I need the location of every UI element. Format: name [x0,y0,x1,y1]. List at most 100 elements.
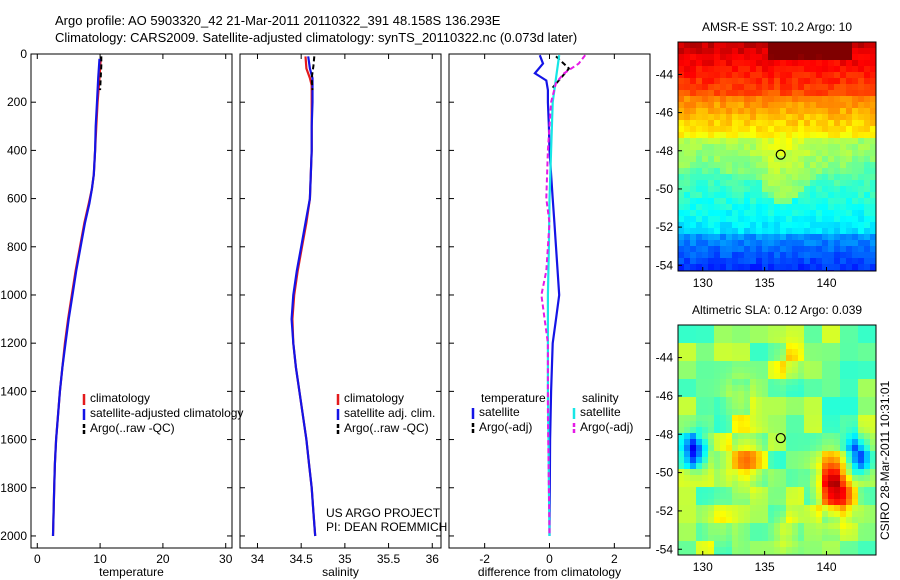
heatmap-cell [858,210,865,217]
heatmap-cell [828,222,835,229]
heatmap-cell [834,48,841,55]
heatmap-cell [828,240,835,247]
heatmap-cell [852,42,859,49]
heatmap-cell [768,517,775,524]
heatmap-cell [852,60,859,67]
heatmap-cell [810,349,817,356]
heatmap-cell [756,457,763,464]
heatmap-cell [786,198,793,205]
heatmap-cell [702,264,709,271]
heatmap-cell [744,168,751,175]
heatmap-cell [690,325,697,332]
heatmap-cell [870,222,877,229]
heatmap-cell [702,439,709,446]
heatmap-cell [864,427,871,434]
heatmap-cell [792,186,799,193]
heatmap-cell [750,258,757,265]
heatmap-cell [828,475,835,482]
heatmap-cell [816,391,823,398]
heatmap-cell [780,445,787,452]
heatmap-cell [774,78,781,85]
heatmap-cell [780,264,787,271]
heatmap-cell [720,264,727,271]
heatmap-cell [720,186,727,193]
heatmap-cell [738,108,745,115]
heatmap-cell [804,511,811,518]
heatmap-cell [708,367,715,374]
heatmap-cell [780,132,787,139]
heatmap-cell [726,505,733,512]
heatmap-cell [738,246,745,253]
heatmap-cell [870,535,877,542]
heatmap-cell [762,96,769,103]
heatmap-cell [864,246,871,253]
heatmap-cell [792,258,799,265]
heatmap-cell [846,102,853,109]
heatmap-cell [870,427,877,434]
heatmap-cell [840,325,847,332]
heatmap-cell [762,403,769,410]
heatmap-cell [870,78,877,85]
heatmap-cell [732,349,739,356]
heatmap-cell [816,535,823,542]
heatmap-cell [768,138,775,145]
heatmap-cell [702,84,709,91]
heatmap-cell [720,421,727,428]
heatmap-cell [744,523,751,530]
heatmap-cell [780,391,787,398]
heatmap-cell [846,475,853,482]
heatmap-cell [762,367,769,374]
heatmap-cell [852,445,859,452]
heatmap-cell [762,54,769,61]
legend-label: Argo(..raw -QC) [344,421,429,435]
heatmap-cell [858,487,865,494]
heatmap-cell [738,367,745,374]
heatmap-cell [732,96,739,103]
heatmap-cell [732,469,739,476]
heatmap-cell [750,547,757,554]
heatmap-cell [750,553,757,556]
heatmap-cell [858,421,865,428]
heatmap-cell [798,361,805,368]
heatmap-cell [846,90,853,97]
legend-label: satellite [580,405,621,419]
heatmap-cell [714,42,721,49]
heatmap-cell [858,174,865,181]
heatmap-cell [828,228,835,235]
heatmap-cell [708,535,715,542]
heatmap-cell [738,397,745,404]
heatmap-cell [774,541,781,548]
heatmap-cell [840,403,847,410]
heatmap-cell [684,210,691,217]
heatmap-cell [774,373,781,380]
heatmap-cell [762,126,769,133]
heatmap-cell [840,96,847,103]
heatmap-cell [798,144,805,151]
heatmap-cell [756,132,763,139]
heatmap-cell [678,198,685,205]
heatmap-cell [696,373,703,380]
heatmap-cell [768,373,775,380]
heatmap-cell [726,174,733,181]
heatmap-cell [684,84,691,91]
heatmap-cell [840,421,847,428]
heatmap-cell [762,180,769,187]
heatmap-cell [852,192,859,199]
heatmap-cell [864,108,871,115]
heatmap-cell [852,198,859,205]
heatmap-cell [756,523,763,530]
heatmap-cell [852,403,859,410]
heatmap-cell [780,499,787,506]
heatmap-cell [792,409,799,416]
heatmap-cell [684,475,691,482]
heatmap-cell [792,355,799,362]
heatmap-cell [840,511,847,518]
heatmap-cell [768,409,775,416]
heatmap-cell [684,168,691,175]
heatmap-cell [846,403,853,410]
heatmap-cell [828,204,835,211]
heatmap-cell [684,535,691,542]
heatmap-cell [702,433,709,440]
heatmap-cell [702,168,709,175]
heatmap-cell [816,469,823,476]
